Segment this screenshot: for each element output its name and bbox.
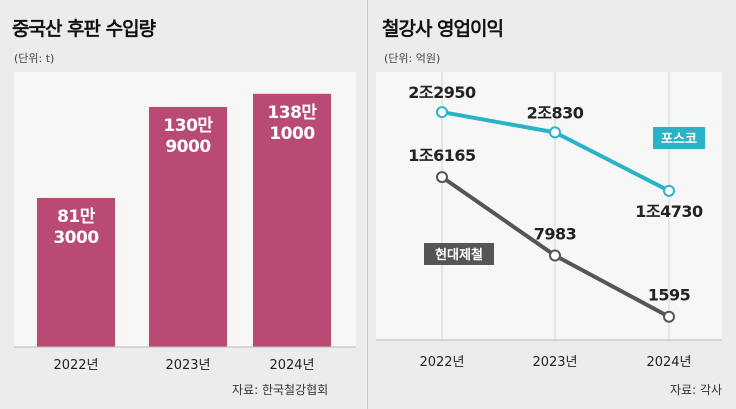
x-tick-label: 2022년 xyxy=(53,358,98,373)
data-point xyxy=(549,126,561,139)
data-label: 2조830 xyxy=(527,103,584,122)
bar xyxy=(149,107,227,348)
bar-chart-unit: (단위: t) xyxy=(14,52,55,65)
bar-data-label: 1000 xyxy=(269,124,315,144)
line-chart-source: 자료: 각사 xyxy=(670,383,723,397)
bar-chart-source: 자료: 한국철강협회 xyxy=(232,383,329,397)
bar-data-label: 9000 xyxy=(165,137,211,157)
series-name-label: 현대제철 xyxy=(435,247,483,263)
data-label: 1조4730 xyxy=(635,202,703,221)
x-tick-label: 2022년 xyxy=(419,355,464,370)
line-chart-unit: (단위: 억원) xyxy=(384,52,441,65)
bar-chart-title: 중국산 후판 수입량 xyxy=(12,18,156,40)
data-label: 1595 xyxy=(648,286,691,305)
bar xyxy=(37,197,115,347)
line-chart: 2022년 2023년 2024년 2조2950 2조830 1조4730 1조6165 79… xyxy=(376,72,722,370)
bar-data-label: 138만 xyxy=(267,103,317,123)
data-point xyxy=(436,171,448,184)
data-point xyxy=(549,249,561,262)
bar xyxy=(253,93,331,347)
series-name-tag xyxy=(424,243,494,265)
data-label: 1조6165 xyxy=(408,146,476,165)
data-point xyxy=(436,106,448,119)
bar-data-label: 3000 xyxy=(53,228,99,248)
bar-data-label: 81만 xyxy=(57,207,96,227)
x-tick-label: 2023년 xyxy=(165,358,210,373)
series-name-tag xyxy=(653,127,705,149)
x-tick-label: 2023년 xyxy=(532,355,577,370)
bar-chart-panel: 중국산 후판 수입량 (단위: t) 81만 3000 2022년 130만 9000 2… xyxy=(0,0,366,409)
data-point xyxy=(663,184,675,197)
data-point xyxy=(663,310,675,323)
x-tick-label: 2024년 xyxy=(269,358,314,373)
bar-data-label: 130만 xyxy=(163,116,213,136)
data-label: 2조2950 xyxy=(408,83,476,102)
line-chart-panel: 철강사 영업이익 (단위: 억원) 2022년 2023년 2024년 2조2950 2… xyxy=(370,0,736,409)
line-chart-title: 철강사 영업이익 xyxy=(382,18,504,40)
series-name-label: 포스코 xyxy=(661,132,697,147)
line-plot-area xyxy=(376,72,722,340)
x-tick-label: 2024년 xyxy=(646,355,691,370)
panel-divider xyxy=(367,0,368,409)
data-label: 7983 xyxy=(534,224,577,243)
